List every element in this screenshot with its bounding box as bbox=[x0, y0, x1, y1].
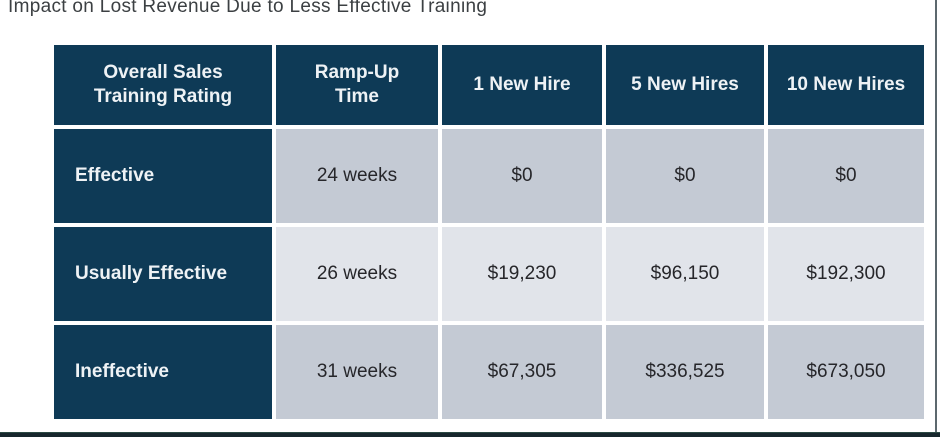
page-title: Impact on Lost Revenue Due to Less Effec… bbox=[8, 0, 488, 17]
cell-effective-1-new-hire: $0 bbox=[442, 129, 602, 223]
column-header-ramp-up-time: Ramp-Up Time bbox=[276, 45, 438, 125]
cell-effective-ramp-up: 24 weeks bbox=[276, 129, 438, 223]
column-header-rating: Overall Sales Training Rating bbox=[54, 45, 272, 125]
cell-usually-effective-1-new-hire: $19,230 bbox=[442, 227, 602, 321]
cell-ineffective-1-new-hire: $67,305 bbox=[442, 325, 602, 419]
cell-ineffective-5-new-hires: $336,525 bbox=[606, 325, 764, 419]
cell-usually-effective-10-new-hires: $192,300 bbox=[768, 227, 924, 321]
row-label-effective: Effective bbox=[54, 129, 272, 223]
cell-ineffective-ramp-up: 31 weeks bbox=[276, 325, 438, 419]
cell-effective-10-new-hires: $0 bbox=[768, 129, 924, 223]
column-header-10-new-hires: 10 New Hires bbox=[768, 45, 924, 125]
header-row: Overall Sales Training Rating Ramp-Up Ti… bbox=[54, 45, 924, 125]
screenshot-right-border bbox=[935, 0, 937, 437]
cell-ineffective-10-new-hires: $673,050 bbox=[768, 325, 924, 419]
table-row-effective: Effective 24 weeks $0 $0 $0 bbox=[54, 129, 924, 223]
table-row-ineffective: Ineffective 31 weeks $67,305 $336,525 $6… bbox=[54, 325, 924, 419]
cell-usually-effective-5-new-hires: $96,150 bbox=[606, 227, 764, 321]
row-label-ineffective: Ineffective bbox=[54, 325, 272, 419]
table-row-usually-effective: Usually Effective 26 weeks $19,230 $96,1… bbox=[54, 227, 924, 321]
cell-effective-5-new-hires: $0 bbox=[606, 129, 764, 223]
cell-usually-effective-ramp-up: 26 weeks bbox=[276, 227, 438, 321]
column-header-1-new-hire: 1 New Hire bbox=[442, 45, 602, 125]
column-header-5-new-hires: 5 New Hires bbox=[606, 45, 764, 125]
screenshot-bottom-border bbox=[0, 432, 940, 437]
row-label-usually-effective: Usually Effective bbox=[54, 227, 272, 321]
lost-revenue-table: Overall Sales Training Rating Ramp-Up Ti… bbox=[50, 41, 928, 423]
